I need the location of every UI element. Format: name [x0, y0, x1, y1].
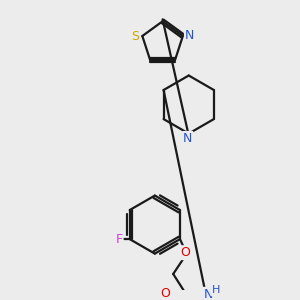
Text: F: F — [116, 232, 123, 246]
Text: O: O — [160, 287, 170, 300]
Text: N: N — [203, 288, 213, 300]
Text: N: N — [183, 132, 192, 145]
Text: H: H — [212, 285, 220, 296]
Text: N: N — [185, 28, 194, 41]
Text: S: S — [132, 29, 140, 43]
Text: O: O — [180, 246, 190, 259]
